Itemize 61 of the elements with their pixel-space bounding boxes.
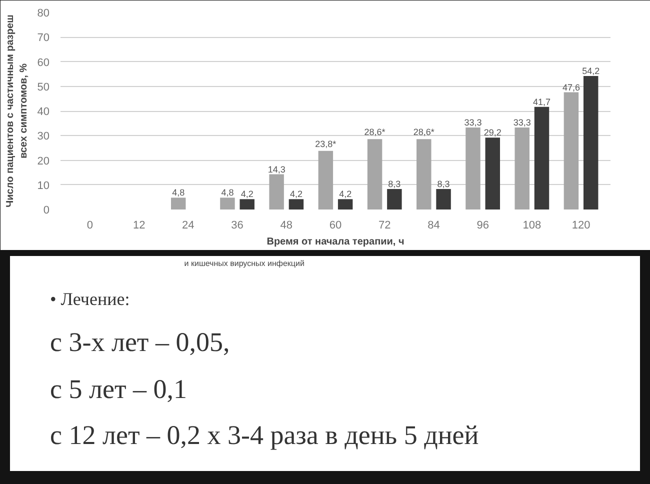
y-tick-label: 80 — [37, 8, 50, 20]
bar — [318, 150, 334, 210]
y-tick-label: 60 — [37, 56, 50, 69]
bar — [485, 138, 500, 210]
bar — [170, 198, 186, 210]
y-tick-label: 50 — [37, 81, 50, 94]
data-label: 8,3 — [388, 179, 401, 190]
data-label: 29,2 — [484, 128, 502, 138]
data-label: 4,8 — [221, 188, 234, 198]
data-label: 28,6* — [364, 127, 386, 138]
y-tick-label: 20 — [37, 155, 50, 168]
data-label: 4,2 — [240, 189, 254, 200]
bar — [240, 199, 254, 210]
x-axis-title: Время от начала терапии, ч — [266, 236, 404, 248]
text: с 3-х лет – 0,05, — [50, 326, 231, 360]
data-label: 47,6 — [562, 82, 580, 92]
x-tick-label: 24 — [182, 220, 194, 232]
y-axis-title: Число пациентов с частичным разреш всех симптомов, % — [5, 14, 30, 208]
bar — [387, 189, 402, 210]
data-label: 41,7 — [532, 96, 551, 107]
bar — [534, 106, 550, 210]
y-tick-label: 30 — [37, 130, 50, 143]
bar — [288, 199, 304, 210]
bar — [466, 128, 480, 210]
bar — [564, 92, 579, 210]
x-tick-label: 12 — [132, 220, 146, 232]
data-label: 4,8 — [172, 188, 185, 198]
data-label: 23,8* — [315, 138, 337, 149]
y-tick-label: 40 — [37, 106, 50, 118]
text: с 5 лет – 0,1 — [50, 372, 188, 406]
bar — [367, 139, 382, 210]
y-tick-label: 0 — [43, 204, 50, 216]
x-tick-label: 60 — [329, 220, 342, 232]
y-tick-label: 10 — [37, 180, 50, 192]
x-tick-label: 96 — [476, 220, 489, 232]
x-tick-label: 120 — [572, 220, 590, 232]
bar — [220, 198, 235, 210]
bar — [436, 189, 451, 210]
data-label: 4,2 — [290, 189, 302, 200]
data-label: 54,2 — [582, 66, 600, 76]
bar — [514, 128, 530, 210]
bar — [269, 174, 284, 210]
text: • Лечение: — [50, 288, 131, 312]
data-label: 8,3 — [437, 179, 450, 190]
text: с 12 лет – 0,2 х 3-4 раза в день 5 дней — [50, 419, 479, 452]
x-tick-label: 48 — [280, 220, 293, 232]
data-label: 28,6* — [413, 127, 435, 138]
data-label: 33,3 — [464, 118, 482, 128]
x-tick-label: 36 — [231, 220, 244, 232]
x-tick-label: 72 — [378, 220, 391, 232]
data-label: 33,3 — [513, 118, 531, 128]
x-tick-label: 84 — [428, 220, 440, 232]
y-tick-label: 70 — [37, 32, 50, 44]
bar — [416, 139, 432, 210]
bar — [583, 76, 598, 210]
data-label: 4,2 — [339, 189, 352, 200]
x-tick-label: 108 — [522, 220, 542, 232]
text: и кишечных вирусных инфекций — [183, 258, 306, 270]
data-label: 14,3 — [268, 164, 286, 174]
bar — [338, 199, 353, 210]
x-tick-label: 0 — [86, 220, 94, 232]
